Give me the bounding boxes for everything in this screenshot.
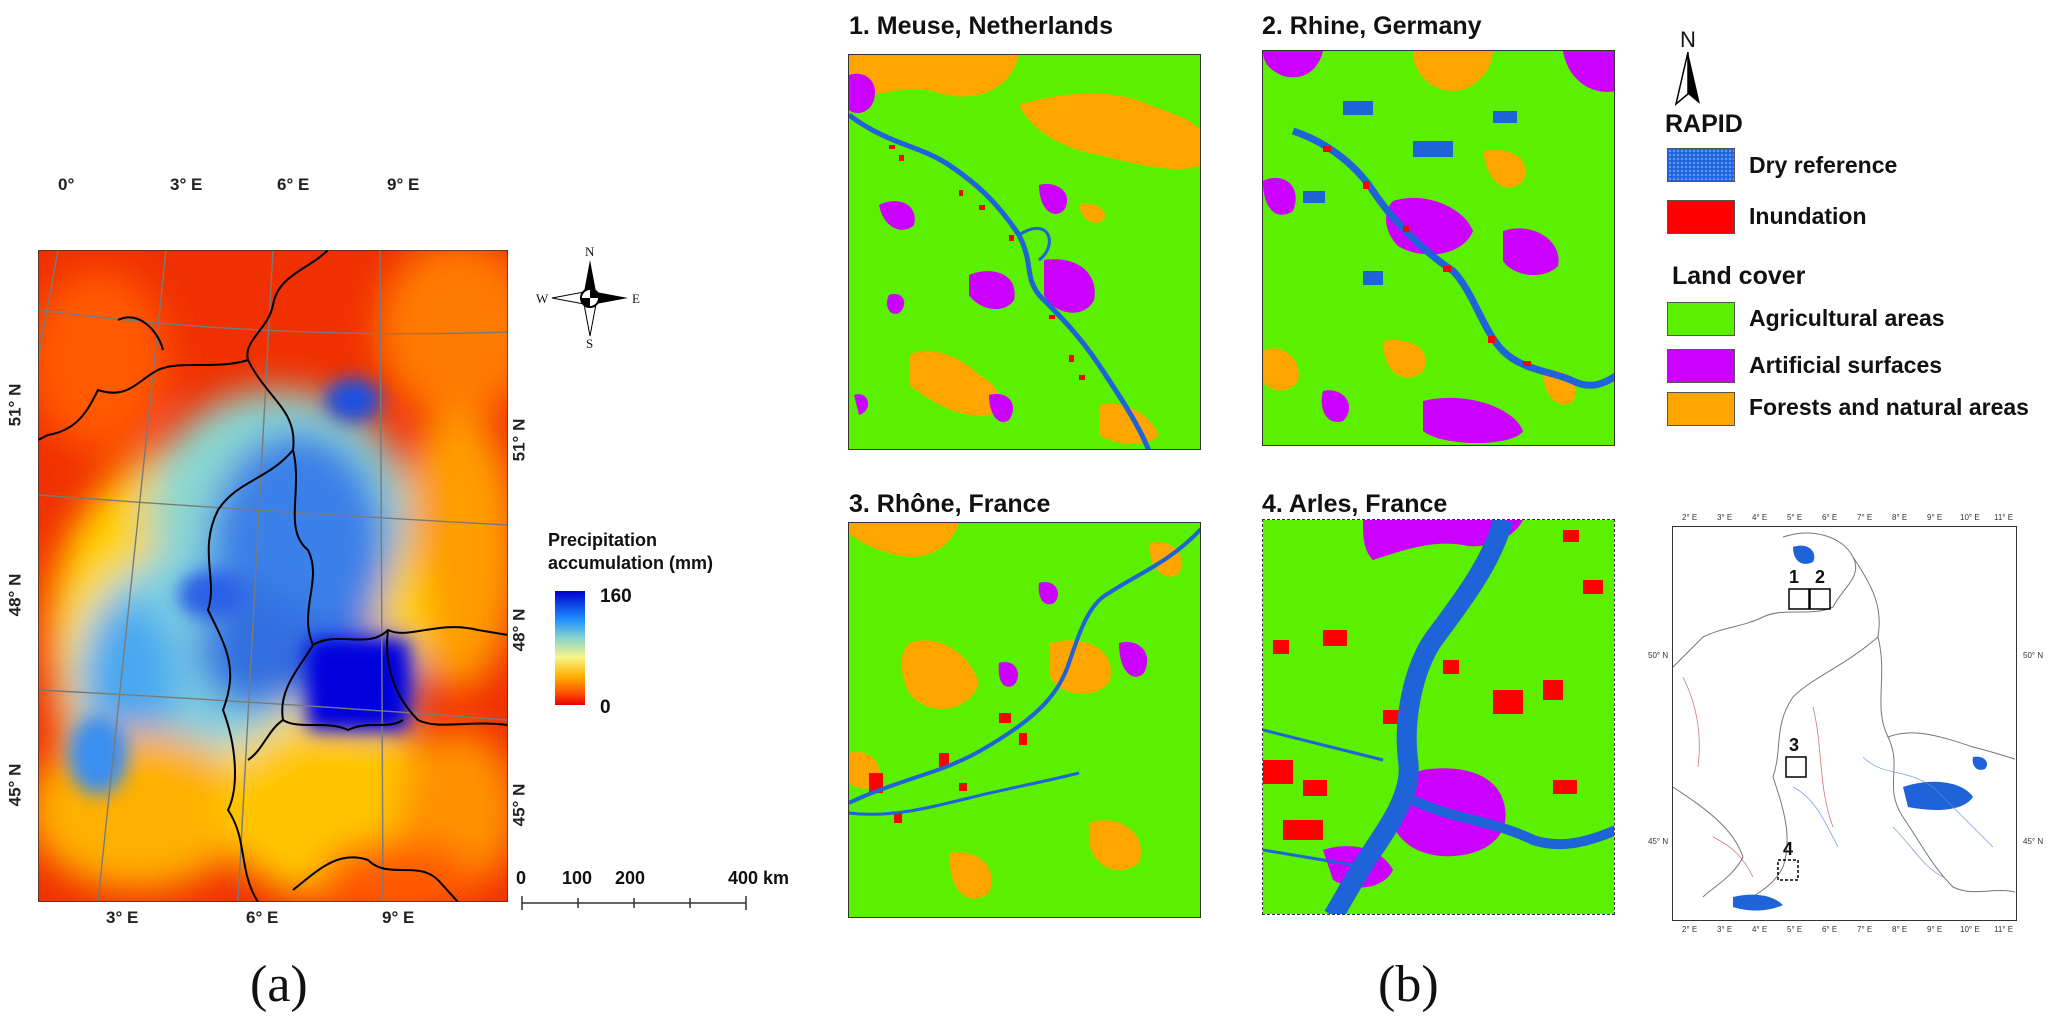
locator-outline xyxy=(1672,532,2016,911)
north-label: N xyxy=(1680,27,1696,52)
map-meuse xyxy=(848,54,1201,450)
lat-tick-right-48: 48° N xyxy=(509,608,529,652)
map-title-arles: 4. Arles, France xyxy=(1262,490,1448,518)
lon-tick-bottom-9: 9° E xyxy=(382,908,415,927)
lon-tick-bottom-6: 6° E xyxy=(246,908,279,927)
locator-lon-top-5: 5° E xyxy=(1787,513,1803,522)
map-rhone xyxy=(848,522,1201,918)
map-rhine xyxy=(1262,50,1615,446)
locator-lon-bottom-11: 11° E xyxy=(1994,925,2014,934)
landcover-rhone xyxy=(849,523,1200,917)
locator-lon-top-9: 9° E xyxy=(1927,513,1943,522)
compass-n: N xyxy=(585,244,595,259)
locator-lon-top-10: 10° E xyxy=(1960,513,1980,522)
locator-lat-right-45: 45° N xyxy=(2023,837,2044,846)
locator-lon-bottom-6: 6° E xyxy=(1822,925,1838,934)
locator-box-label-2: 2 xyxy=(1815,567,1826,587)
legend-land-cover-title: Land cover xyxy=(1672,262,1806,290)
legend-label-inundation: Inundation xyxy=(1749,203,1867,229)
figure-label-a: (a) xyxy=(250,956,308,1013)
locator-lon-top-11: 11° E xyxy=(1994,513,2014,522)
lat-tick-right-51: 51° N xyxy=(509,418,529,462)
legend-swatch-inundation xyxy=(1667,200,1735,234)
locator-lon-bottom-2: 2° E xyxy=(1682,925,1698,934)
colorbar-max: 160 xyxy=(600,586,632,607)
legend-label-dry-reference: Dry reference xyxy=(1749,152,1898,178)
locator-map: 1 2 3 4 xyxy=(1672,526,2017,921)
locator-lon-bottom-5: 5° E xyxy=(1787,925,1803,934)
lon-tick-bottom-3: 3° E xyxy=(106,908,139,927)
legend-swatch-forests xyxy=(1667,392,1735,426)
scalebar-label-200: 200 xyxy=(615,868,646,888)
lon-tick-top-6: 6° E xyxy=(277,175,310,194)
map-title-rhine: 2. Rhine, Germany xyxy=(1262,12,1482,40)
north-arrow-icon xyxy=(1674,52,1700,107)
lon-tick-top-9: 9° E xyxy=(387,175,420,194)
scalebar-label-100: 100 xyxy=(562,868,593,888)
lat-tick-left-51: 51° N xyxy=(5,383,25,427)
legend-label-agricultural: Agricultural areas xyxy=(1749,305,1945,331)
scalebar-label-400: 400 km xyxy=(728,868,790,888)
map-title-meuse: 1. Meuse, Netherlands xyxy=(849,12,1113,40)
locator-lon-top-6: 6° E xyxy=(1822,513,1838,522)
legend-label-forests: Forests and natural areas xyxy=(1749,394,2029,420)
compass-s: S xyxy=(586,336,594,351)
locator-lon-top-2: 2° E xyxy=(1682,513,1698,522)
legend-rapid-title: RAPID xyxy=(1665,110,1743,138)
map-arles xyxy=(1262,519,1615,915)
locator-lon-bottom-8: 8° E xyxy=(1892,925,1908,934)
locator-lon-bottom-4: 4° E xyxy=(1752,925,1768,934)
landcover-arles xyxy=(1263,520,1614,914)
colorbar-title-line1: Precipitation xyxy=(548,530,658,550)
colorbar xyxy=(555,591,585,705)
locator-lat-right-50: 50° N xyxy=(2023,651,2044,660)
locator-lat-left-50: 50° N xyxy=(1648,651,1669,660)
compass-icon xyxy=(551,260,628,337)
figure-label-b: (b) xyxy=(1378,956,1439,1013)
landcover-rhine xyxy=(1263,51,1614,445)
locator-lon-top-8: 8° E xyxy=(1892,513,1908,522)
legend-label-artificial: Artificial surfaces xyxy=(1749,352,1943,378)
locator-lon-top-4: 4° E xyxy=(1752,513,1768,522)
legend-swatch-artificial xyxy=(1667,349,1735,383)
legend-swatch-dry-reference xyxy=(1667,148,1735,182)
lon-tick-top-0: 0° xyxy=(58,175,75,194)
lat-tick-left-48: 48° N xyxy=(5,573,25,617)
compass-w: W xyxy=(536,291,549,306)
compass-e: E xyxy=(632,291,640,306)
locator-lat-left-45: 45° N xyxy=(1648,837,1669,846)
scalebar xyxy=(521,896,747,910)
precipitation-map xyxy=(38,250,508,902)
compass-rose: N S W E xyxy=(536,244,640,351)
locator-lon-top-3: 3° E xyxy=(1717,513,1733,522)
scalebar-label-0: 0 xyxy=(516,868,527,888)
lon-tick-top-3: 3° E xyxy=(170,175,203,194)
locator-lon-bottom-3: 3° E xyxy=(1717,925,1733,934)
locator-lon-top-7: 7° E xyxy=(1857,513,1873,522)
colorbar-min: 0 xyxy=(600,697,611,718)
locator-box-label-4: 4 xyxy=(1783,839,1794,859)
panel-a: 0° 3° E 6° E 9° E xyxy=(0,0,820,1033)
lat-tick-right-45: 45° N xyxy=(509,783,529,827)
legend-swatch-agricultural xyxy=(1667,302,1735,336)
locator-lon-bottom-10: 10° E xyxy=(1960,925,1980,934)
lat-tick-left-45: 45° N xyxy=(5,763,25,807)
colorbar-title-line2: accumulation (mm) xyxy=(548,553,714,573)
locator-lon-bottom-7: 7° E xyxy=(1857,925,1873,934)
precipitation-raster xyxy=(38,250,508,902)
landcover-meuse xyxy=(849,55,1200,449)
map-title-rhone: 3. Rhône, France xyxy=(849,490,1051,518)
locator-lon-bottom-9: 9° E xyxy=(1927,925,1943,934)
locator-box-label-3: 3 xyxy=(1789,735,1800,755)
locator-box-label-1: 1 xyxy=(1789,567,1800,587)
